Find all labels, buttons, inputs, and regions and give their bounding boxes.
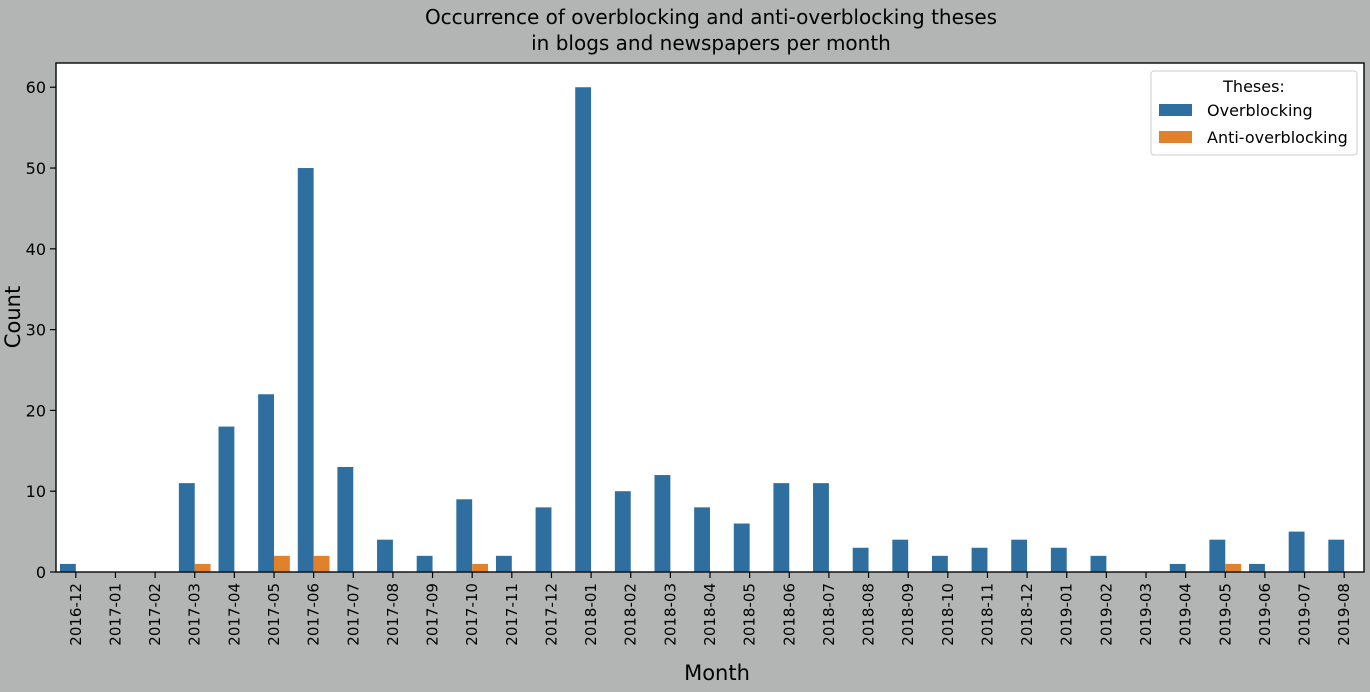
bar-overblocking-2018-05 <box>733 523 750 572</box>
bar-overblocking-2017-12 <box>535 507 552 572</box>
bar-anti-overblocking-2017-10 <box>472 563 489 572</box>
bars <box>59 87 1345 573</box>
bar-overblocking-2017-05 <box>258 394 274 572</box>
bar-overblocking-2018-01 <box>575 87 592 572</box>
legend: Theses: Overblocking Anti-overblocking <box>1150 70 1358 156</box>
x-tick-label: 2019-08 <box>1335 583 1353 646</box>
x-tick-label: 2019-03 <box>1137 583 1155 646</box>
bar-overblocking-2019-04 <box>1169 563 1186 572</box>
x-tick-label: 2017-01 <box>106 583 124 646</box>
legend-swatch <box>1159 104 1192 116</box>
x-tick-label: 2019-01 <box>1058 583 1076 646</box>
y-tick-label: 60 <box>26 78 46 97</box>
bar-overblocking-2018-07 <box>813 483 829 572</box>
x-tick-label: 2018-04 <box>701 583 719 646</box>
bar-anti-overblocking-2017-05 <box>274 555 290 572</box>
x-tick-label: 2016-12 <box>67 583 85 646</box>
bar-overblocking-2019-06 <box>1249 563 1265 572</box>
x-tick-label: 2018-01 <box>582 583 600 646</box>
bar-overblocking-2017-04 <box>218 426 235 572</box>
x-tick-label: 2018-08 <box>860 583 878 646</box>
x-tick-label: 2017-03 <box>186 583 204 646</box>
x-tick-label: 2019-06 <box>1256 583 1274 646</box>
bar-overblocking-2018-04 <box>694 507 710 572</box>
chart-title-line: Occurrence of overblocking and anti-over… <box>425 5 997 29</box>
bar-overblocking-2019-07 <box>1288 531 1305 572</box>
bar-overblocking-2017-10 <box>456 499 473 572</box>
bar-overblocking-2018-06 <box>773 483 790 572</box>
legend-entry: Anti-overblocking <box>1207 128 1348 147</box>
bar-overblocking-2018-02 <box>614 491 631 572</box>
y-tick-label: 30 <box>26 321 46 340</box>
x-tick-label: 2017-09 <box>424 583 442 646</box>
y-tick-label: 50 <box>26 159 46 178</box>
y-axis: 0 10 20 30 40 50 60 <box>26 78 56 582</box>
bar-overblocking-2018-12 <box>1011 539 1028 572</box>
legend-entry: Overblocking <box>1207 101 1313 120</box>
x-tick-label: 2017-02 <box>146 583 164 646</box>
x-tick-label: 2017-11 <box>503 583 521 646</box>
x-tick-label: 2017-04 <box>225 583 243 646</box>
bar-overblocking-2018-08 <box>852 547 869 572</box>
bar-overblocking-2019-08 <box>1328 539 1345 572</box>
x-tick-label: 2017-08 <box>384 583 402 646</box>
x-tick-label: 2017-05 <box>265 583 283 646</box>
bar-overblocking-2018-11 <box>971 547 988 572</box>
x-tick-label: 2018-02 <box>622 583 640 646</box>
bar-overblocking-2017-07 <box>337 466 354 572</box>
x-tick-label: 2018-12 <box>1018 583 1036 646</box>
x-axis: 2016-12 2017-01 2017-02 2017-03 2017-04 2017-… <box>67 572 1353 646</box>
x-tick-label: 2019-05 <box>1216 583 1234 646</box>
bar-overblocking-2018-10 <box>931 555 948 572</box>
x-tick-label: 2018-11 <box>978 583 996 646</box>
legend-title: Theses: <box>1222 77 1285 96</box>
legend-swatch <box>1159 131 1192 143</box>
bar-overblocking-2018-09 <box>892 539 909 572</box>
bar-overblocking-2017-03 <box>178 483 195 572</box>
bar-overblocking-2019-05 <box>1209 539 1226 572</box>
bar-anti-overblocking-2017-03 <box>194 563 211 572</box>
bar-overblocking-2017-11 <box>495 555 512 572</box>
x-tick-label: 2018-03 <box>661 583 679 646</box>
x-tick-label: 2019-02 <box>1097 583 1115 646</box>
x-tick-label: 2018-06 <box>780 583 798 646</box>
bar-overblocking-2017-08 <box>377 539 393 572</box>
bar-overblocking-2017-09 <box>416 555 433 572</box>
chart-title: Occurrence of overblocking and anti-over… <box>425 5 997 55</box>
bar-overblocking-2017-06 <box>297 168 314 573</box>
y-tick-label: 20 <box>26 401 46 420</box>
plot-frame <box>55 62 1365 573</box>
x-tick-label: 2018-07 <box>820 583 838 646</box>
legend-box <box>1150 70 1358 156</box>
x-tick-label: 2018-05 <box>741 583 759 646</box>
y-tick-label: 0 <box>36 563 46 582</box>
bar-overblocking-2018-03 <box>654 475 671 572</box>
bar-overblocking-2016-12 <box>59 563 76 572</box>
x-tick-label: 2018-10 <box>939 583 957 646</box>
y-tick-label: 40 <box>26 240 46 259</box>
bar-anti-overblocking-2017-06 <box>313 555 330 572</box>
x-tick-label: 2017-06 <box>305 583 323 646</box>
x-axis-label: Month <box>684 661 750 685</box>
x-tick-label: 2019-07 <box>1296 583 1314 646</box>
y-axis-label: Count <box>1 286 25 348</box>
bar-anti-overblocking-2019-05 <box>1225 563 1242 572</box>
y-tick-label: 10 <box>26 482 46 501</box>
x-tick-label: 2019-04 <box>1177 583 1195 646</box>
bar-overblocking-2019-01 <box>1050 547 1067 572</box>
chart-title-line: in blogs and newspapers per month <box>531 31 891 55</box>
x-tick-label: 2017-12 <box>542 583 560 646</box>
x-tick-label: 2017-10 <box>463 583 481 646</box>
bar-overblocking-2019-02 <box>1090 555 1107 572</box>
x-tick-label: 2017-07 <box>344 583 362 646</box>
x-tick-label: 2018-09 <box>899 583 917 646</box>
